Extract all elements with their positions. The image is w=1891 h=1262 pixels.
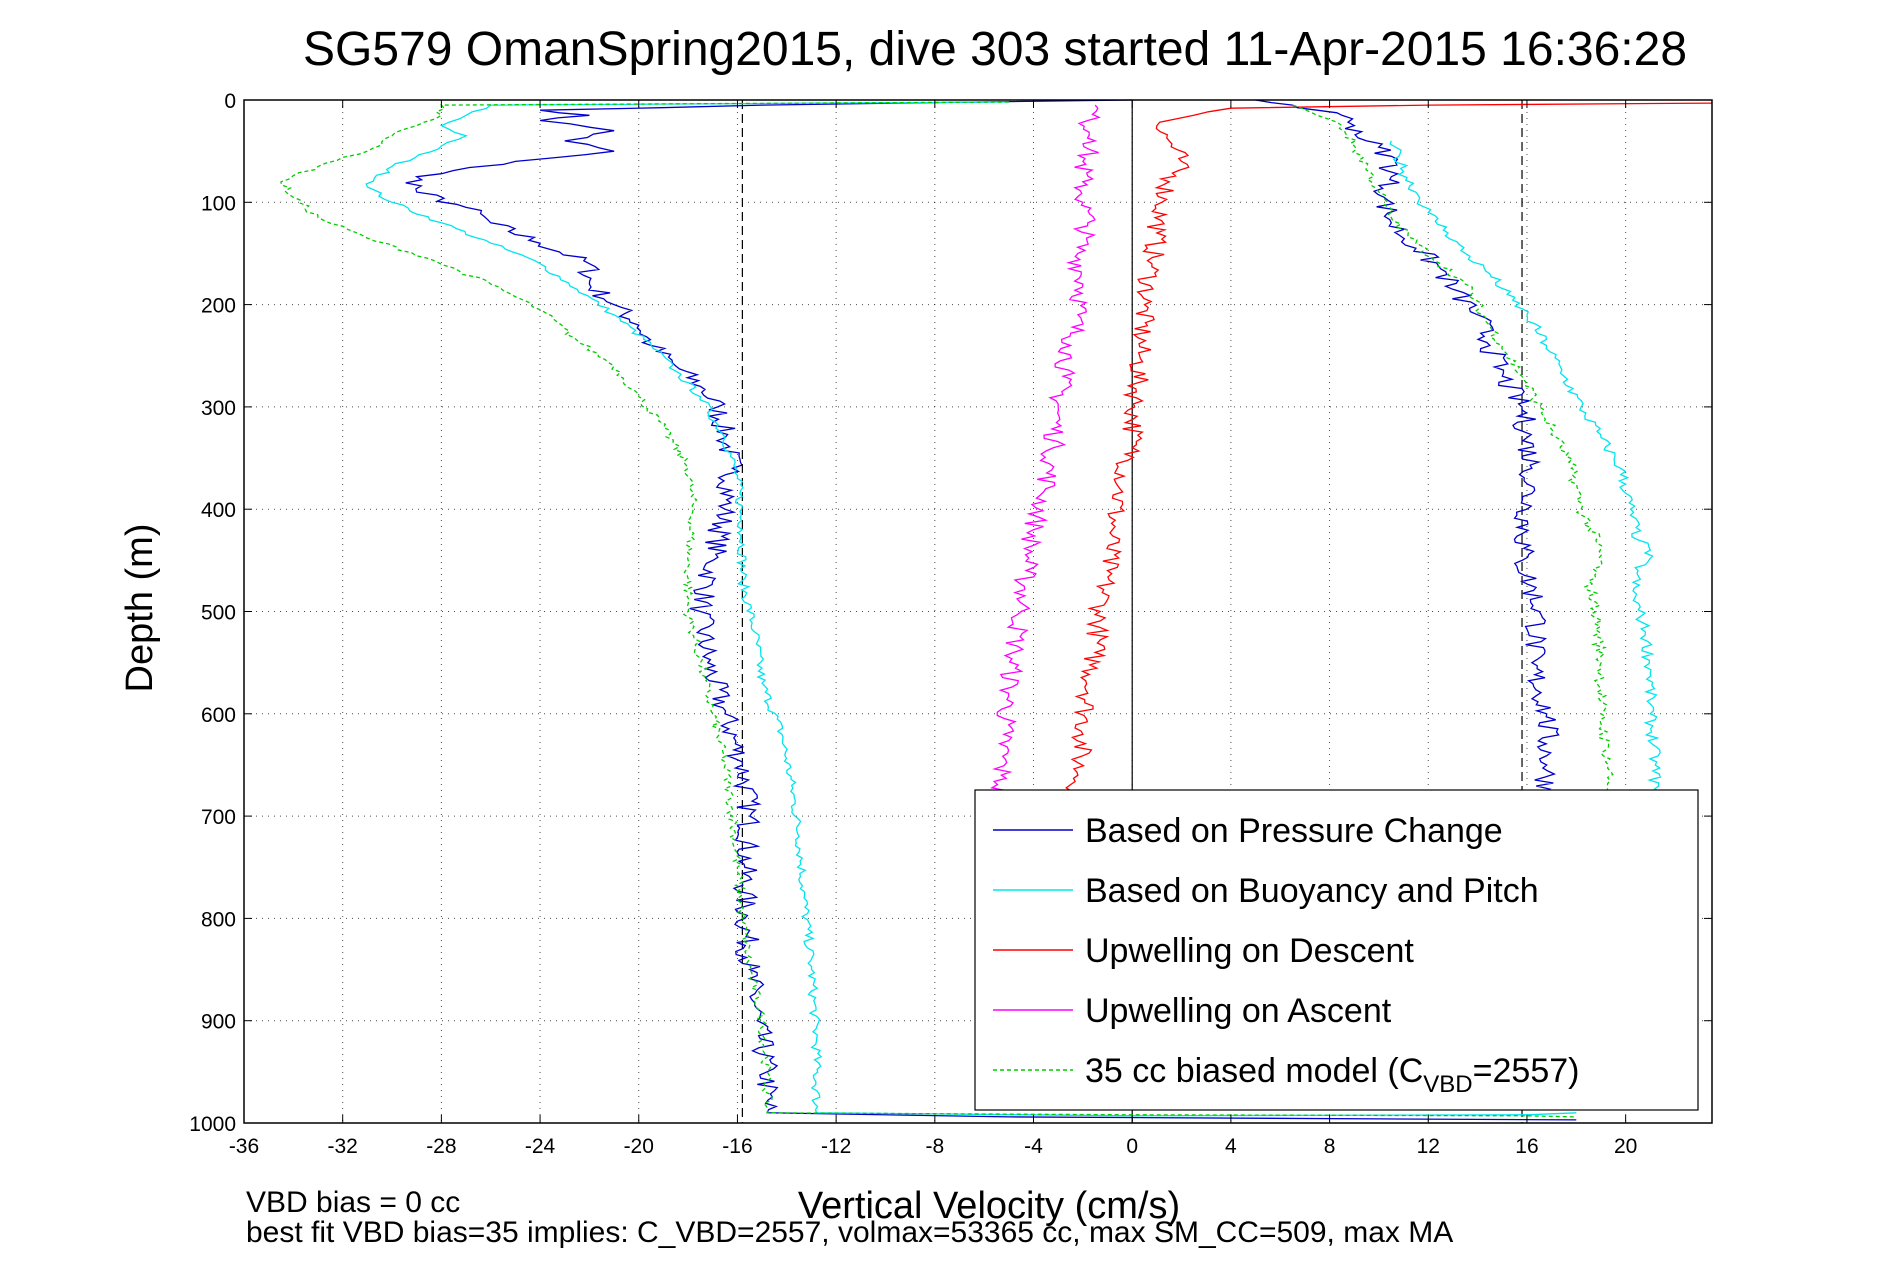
x-tick-label: -36 — [229, 1135, 259, 1158]
x-tick-label: 16 — [1515, 1135, 1538, 1158]
x-tick-label: 0 — [1126, 1135, 1138, 1158]
x-tick-label: -16 — [722, 1135, 752, 1158]
y-tick-label: 400 — [201, 499, 236, 522]
legend-suffix: =2557) — [1473, 1052, 1580, 1090]
x-tick-label: 12 — [1417, 1135, 1440, 1158]
series-line-1 — [365, 101, 1577, 1117]
footer-line-1: VBD bias = 0 cc — [246, 1186, 460, 1219]
y-tick-label: 200 — [201, 295, 236, 318]
chart-title: SG579 OmanSpring2015, dive 303 started 1… — [303, 23, 1687, 76]
y-axis-label: Depth (m) — [119, 524, 161, 693]
series-line-ascent-0 — [1255, 99, 1561, 879]
footer-line-2: best fit VBD bias=35 implies: C_VBD=2557… — [246, 1216, 1453, 1249]
x-tick-label: -32 — [328, 1135, 358, 1158]
x-tick-label: -4 — [1024, 1135, 1043, 1158]
x-tick-label: -20 — [624, 1135, 654, 1158]
y-tick-label: 1000 — [189, 1113, 236, 1136]
series-line-ascent-1 — [1389, 140, 1662, 817]
legend-label: Based on Buoyancy and Pitch — [1085, 872, 1539, 910]
y-tick-label: 800 — [201, 908, 236, 931]
y-tick-label: 500 — [201, 602, 236, 625]
series-group — [280, 99, 1713, 1121]
x-tick-label: -28 — [426, 1135, 456, 1158]
legend: Based on Pressure Change Based on Buoyanc… — [974, 789, 1699, 1111]
x-tick-label: 4 — [1225, 1135, 1237, 1158]
y-tick-label: 100 — [201, 192, 236, 215]
x-tick-label: -24 — [525, 1135, 556, 1158]
y-tick-label: 300 — [201, 397, 236, 420]
series-line-0 — [405, 99, 1577, 1121]
y-tick-label: 900 — [201, 1011, 236, 1034]
y-tick-label: 0 — [224, 90, 236, 113]
series-line-ascent-2 — [1292, 104, 1617, 807]
x-tick-label: 8 — [1324, 1135, 1336, 1158]
series-line-3 — [988, 104, 1101, 817]
y-tick-label: 600 — [201, 704, 236, 727]
series-line-2 — [1065, 102, 1713, 817]
x-tick-label: -8 — [925, 1135, 944, 1158]
legend-box — [974, 789, 1699, 1111]
legend-label: Upwelling on Descent — [1085, 932, 1414, 970]
x-axis-label: Vertical Velocity (cm/s) — [798, 1185, 1180, 1227]
series-line-4 — [280, 101, 1577, 1118]
y-tick-label: 700 — [201, 806, 236, 829]
legend-subscript: VBD — [1423, 1071, 1472, 1098]
x-tick-label: 20 — [1614, 1135, 1637, 1158]
legend-label: Based on Pressure Change — [1085, 812, 1503, 850]
x-tick-label: -12 — [821, 1135, 851, 1158]
ticks: -36 -32 -28 -24 -20 -16 -12 -8 -4 0 4 8 12 16 20010020… — [189, 90, 1712, 1158]
legend-label: Upwelling on Ascent — [1085, 992, 1392, 1030]
